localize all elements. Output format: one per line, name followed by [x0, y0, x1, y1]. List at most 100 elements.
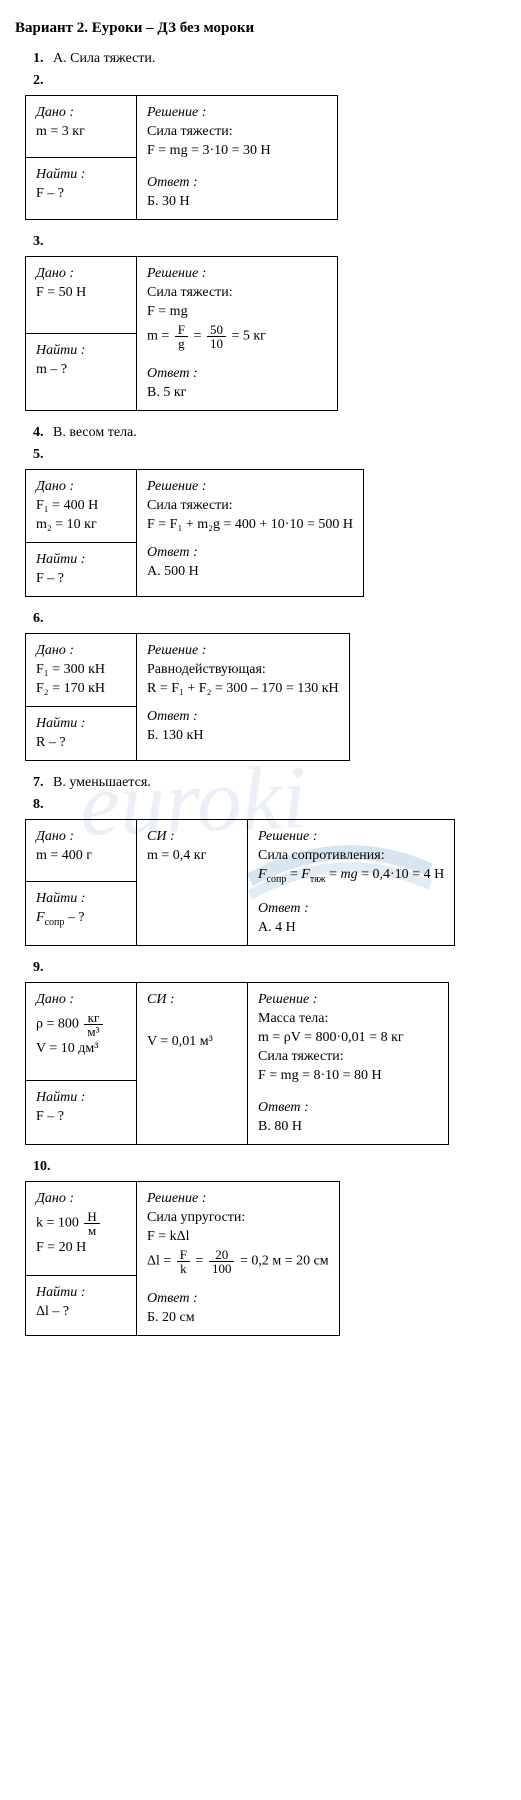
q10-sol2: F = kΔl [147, 1229, 329, 1245]
q5-sol2: F = F₁ + m₂g = 400 + 10·10 = 500 Н [147, 517, 353, 533]
q6-find1: R – ? [36, 735, 126, 751]
problem-6-table: Дано : F₁ = 300 кН F₂ = 170 кН Решение :… [25, 633, 350, 761]
q10-ans-hdr: Ответ : [147, 1291, 329, 1307]
q5-find: Найти : F – ? [26, 543, 137, 597]
q9-sol2: m = ρV = 800·0,01 = 8 кг [258, 1030, 438, 1046]
q10-f1n: F [177, 1248, 190, 1262]
q9-num: 9. [33, 960, 44, 975]
q10-solution: Решение : Сила упругости: F = kΔl Δl = F… [137, 1181, 340, 1335]
q5-num: 5. [33, 447, 44, 462]
q9-solution: Решение : Масса тела: m = ρV = 800·0,01 … [248, 982, 449, 1144]
q10-given1: k = 100 Нм [36, 1210, 126, 1237]
q8-sol-hdr: Решение : [258, 829, 444, 845]
question-3-num: 3. [33, 234, 506, 250]
q6-sol1: Равнодействующая: [147, 662, 339, 678]
q8-ans: А. 4 Н [258, 920, 444, 936]
q8-find1: Fсопр – ? [36, 910, 126, 928]
q4-num: 4. [33, 425, 44, 440]
q9-find: Найти : F – ? [26, 1081, 137, 1144]
q10-find: Найти : Δl – ? [26, 1275, 137, 1335]
q2-ans-hdr: Ответ : [147, 175, 327, 191]
problem-5-table: Дано : F₁ = 400 Н m₂ = 10 кг Решение : С… [25, 469, 364, 597]
q6-sol-hdr: Решение : [147, 643, 339, 659]
q9-given1: ρ = 800 кгм³ [36, 1011, 126, 1038]
q8-sol2: Fсопр = Fтяж = mg = 0,4·10 = 4 Н [258, 867, 444, 885]
q6-given-hdr: Дано : [36, 643, 126, 659]
q6-find-hdr: Найти : [36, 716, 126, 732]
q3-sol-hdr: Решение : [147, 266, 327, 282]
q9-si: СИ : V = 0,01 м³ [137, 982, 248, 1144]
q3-find-hdr: Найти : [36, 343, 126, 359]
q5-given: Дано : F₁ = 400 Н m₂ = 10 кг [26, 470, 137, 543]
q8-si: СИ : m = 0,4 кг [137, 820, 248, 946]
q8-find: Найти : Fсопр – ? [26, 881, 137, 945]
q3-eq: = [194, 329, 205, 344]
q10-g1-lhs: k = 100 [36, 1216, 82, 1231]
q2-given: Дано : m = 3 кг [26, 96, 137, 158]
q5-given-hdr: Дано : [36, 479, 126, 495]
q10-find-hdr: Найти : [36, 1285, 126, 1301]
problem-9-table: Дано : ρ = 800 кгм³ V = 10 дм³ СИ : V = … [25, 982, 449, 1145]
q2-sol2: F = mg = 3·10 = 30 Н [147, 143, 327, 159]
q10-sol3-rhs: = 0,2 м = 20 см [240, 1254, 329, 1269]
q2-find-hdr: Найти : [36, 167, 126, 183]
q2-given1: m = 3 кг [36, 124, 126, 140]
q5-given1: F₁ = 400 Н [36, 498, 126, 514]
q6-num: 6. [33, 611, 44, 626]
q10-f1d: k [177, 1262, 190, 1275]
q6-given2: F₂ = 170 кН [36, 681, 126, 697]
problem-8-table: Дано : m = 400 г СИ : m = 0,4 кг Решение… [25, 819, 455, 946]
q5-sol1: Сила тяжести: [147, 498, 353, 514]
q2-ans: Б. 30 Н [147, 194, 327, 210]
q3-f1n: F [175, 323, 188, 337]
q6-sol2: R = F₁ + F₂ = 300 – 170 = 130 кН [147, 681, 339, 697]
q3-f2n: 50 [207, 323, 226, 337]
q10-g1-fd: м [84, 1224, 99, 1237]
q8-find-hdr: Найти : [36, 891, 126, 907]
q3-num: 3. [33, 234, 44, 249]
q8-num: 8. [33, 797, 44, 812]
q4-text: В. весом тела. [53, 425, 137, 440]
q10-num: 10. [33, 1159, 51, 1174]
q10-f2n: 20 [209, 1248, 235, 1262]
q1-text: А. Сила тяжести. [53, 51, 155, 66]
q3-sol3-lhs: m = [147, 329, 173, 344]
q9-si-hdr: СИ : [147, 992, 237, 1008]
q10-given: Дано : k = 100 Нм F = 20 Н [26, 1181, 137, 1275]
q9-given: Дано : ρ = 800 кгм³ V = 10 дм³ [26, 982, 137, 1081]
question-9-num: 9. [33, 960, 506, 976]
q6-ans-hdr: Ответ : [147, 709, 339, 725]
q10-g1-frac: Нм [84, 1210, 99, 1237]
q6-find: Найти : R – ? [26, 707, 137, 761]
q5-ans-hdr: Ответ : [147, 545, 353, 561]
q9-sol3: Сила тяжести: [258, 1049, 438, 1065]
q2-find1: F – ? [36, 186, 126, 202]
page-title: Вариант 2. Еуроки – ДЗ без мороки [15, 20, 506, 37]
q3-sol2: F = mg [147, 304, 327, 320]
q8-solution: Решение : Сила сопротивления: Fсопр = Fт… [248, 820, 455, 946]
q3-sol3: m = Fg = 5010 = 5 кг [147, 323, 327, 350]
q8-si-hdr: СИ : [147, 829, 237, 845]
q3-f2d: 10 [207, 337, 226, 350]
q6-ans: Б. 130 кН [147, 728, 339, 744]
q8-given-hdr: Дано : [36, 829, 126, 845]
q9-given-hdr: Дано : [36, 992, 126, 1008]
q10-frac1: Fk [177, 1248, 190, 1275]
q9-g1-frac: кгм³ [84, 1011, 102, 1038]
problem-3-table: Дано : F = 50 Н Решение : Сила тяжести: … [25, 256, 338, 411]
q10-sol3-lhs: Δl = [147, 1254, 175, 1269]
q6-given1: F₁ = 300 кН [36, 662, 126, 678]
q7-text: В. уменьшается. [53, 775, 151, 790]
q2-sol1: Сила тяжести: [147, 124, 327, 140]
q7-num: 7. [33, 775, 44, 790]
q1-num: 1. [33, 51, 44, 66]
q9-g1-fd: м³ [84, 1025, 102, 1038]
question-10-num: 10. [33, 1159, 506, 1175]
q5-ans: А. 500 Н [147, 564, 353, 580]
q5-find1: F – ? [36, 571, 126, 587]
q10-frac2: 20100 [209, 1248, 235, 1275]
q9-find-hdr: Найти : [36, 1090, 126, 1106]
q10-given-hdr: Дано : [36, 1191, 126, 1207]
q3-find: Найти : m – ? [26, 334, 137, 411]
q9-given2: V = 10 дм³ [36, 1041, 126, 1057]
